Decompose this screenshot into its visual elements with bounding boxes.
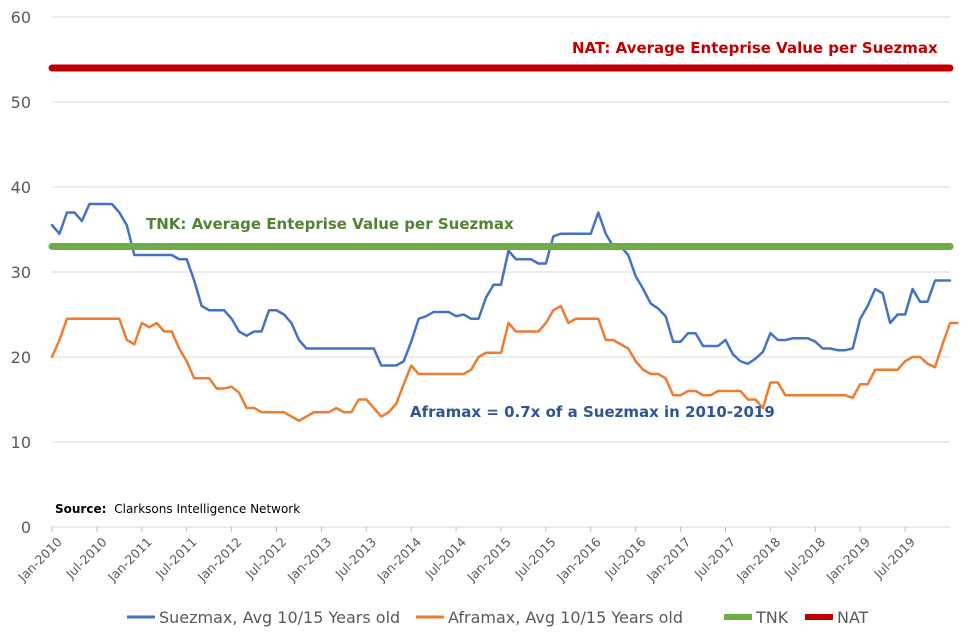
series-lines [48, 64, 959, 422]
x-tick-label: Jul-2015 [511, 534, 559, 582]
y-tick-label: 50 [11, 93, 31, 112]
series-line-0 [50, 202, 952, 367]
x-tick-label: Jul-2013 [332, 534, 380, 582]
legend-label: Suezmax, Avg 10/15 Years old [159, 608, 400, 627]
x-tick-label: Jan-2011 [104, 534, 155, 585]
x-tick-label: Jan-2014 [373, 534, 424, 585]
legend-label: TNK [755, 608, 789, 627]
legend: Suezmax, Avg 10/15 Years old Aframax, Avg… [127, 608, 869, 627]
gridlines [52, 16, 950, 528]
x-tick-label: Jan-2016 [553, 534, 604, 585]
x-tick-label: Jan-2013 [284, 534, 335, 585]
y-tick-label: 0 [21, 518, 31, 537]
x-tick-label: Jul-2017 [691, 534, 739, 582]
x-axis: Jan-2010Jul-2010Jan-2011Jul-2011Jan-2012… [14, 526, 950, 585]
x-tick-label: Jan-2018 [733, 534, 784, 585]
nat-annotation: NAT: Average Enteprise Value per Suezmax [572, 39, 938, 57]
x-tick-label: Jul-2019 [870, 534, 918, 582]
y-tick-label: 60 [11, 8, 31, 27]
x-tick-label: Jul-2011 [152, 534, 200, 582]
x-tick-label: Jul-2018 [781, 534, 829, 582]
x-tick-label: Jul-2016 [601, 534, 649, 582]
x-tick-label: Jul-2014 [421, 534, 469, 582]
source-text: Clarksons Intelligence Network [114, 502, 300, 516]
y-tick-label: 20 [11, 348, 31, 367]
ratio-annotation: Aframax = 0.7x of a Suezmax in 2010-2019 [410, 403, 775, 421]
x-tick-label: Jan-2019 [822, 534, 873, 585]
legend-label: Aframax, Avg 10/15 Years old [448, 608, 683, 627]
source-note: Source: Clarksons Intelligence Network [55, 502, 300, 516]
tnk-annotation: TNK: Average Enteprise Value per Suezmax [146, 215, 514, 233]
y-tick-label: 40 [11, 178, 31, 197]
y-tick-label: 10 [11, 433, 31, 452]
y-tick-label: 30 [11, 263, 31, 282]
source-label: Source: [55, 502, 106, 516]
x-tick-label: Jan-2012 [194, 534, 245, 585]
series-line-1 [50, 304, 959, 422]
x-tick-label: Jan-2010 [14, 534, 65, 585]
x-tick-label: Jul-2012 [242, 534, 290, 582]
x-tick-label: Jan-2017 [643, 534, 694, 585]
legend-label: NAT [837, 608, 869, 627]
x-tick-label: Jul-2010 [62, 534, 110, 582]
x-tick-label: Jan-2015 [463, 534, 514, 585]
y-axis: 0 10 20 30 40 50 60 [11, 8, 31, 537]
